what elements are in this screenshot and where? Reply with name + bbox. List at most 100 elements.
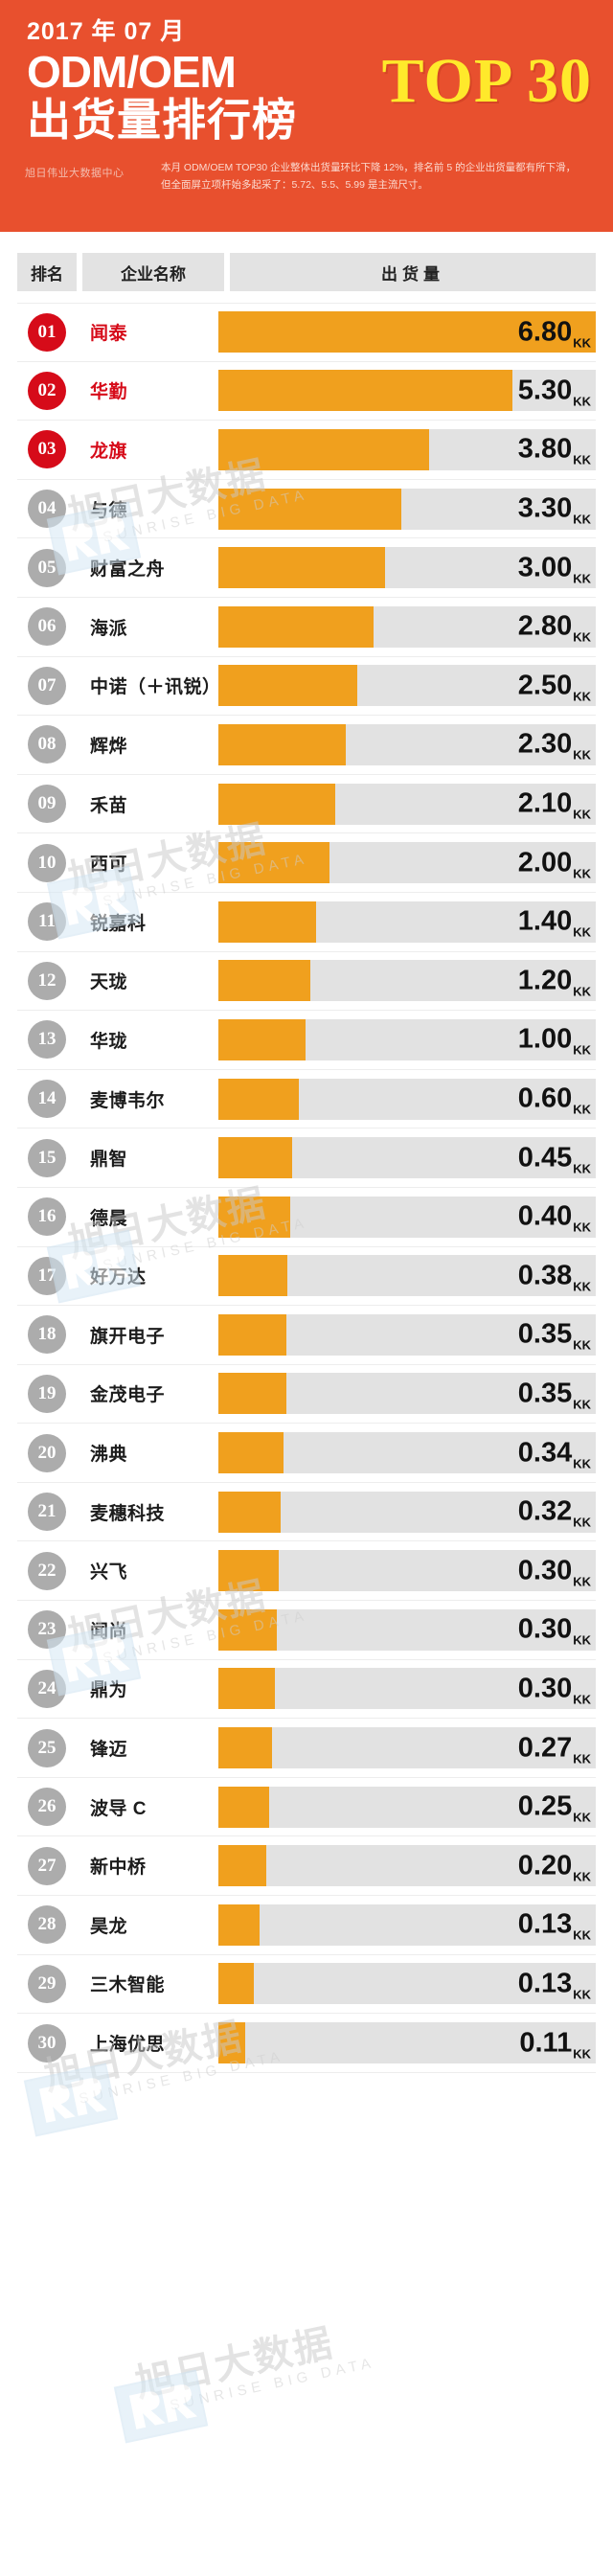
rank-cell: 02 — [17, 371, 77, 410]
volume-value: 3.00KK — [518, 554, 591, 585]
volume-bar-fill — [218, 1373, 286, 1415]
volume-number: 0.34 — [517, 1437, 573, 1469]
column-header-company: 企业名称 — [82, 253, 224, 291]
report-date: 2017 年 07 月 — [27, 18, 186, 45]
rank-badge: 05 — [28, 548, 66, 587]
top30-badge: TOP 30 — [381, 46, 592, 116]
rank-badge: 15 — [28, 1138, 66, 1177]
volume-bar-fill — [218, 665, 357, 707]
volume-bar-track: 0.30KK — [218, 1550, 596, 1592]
company-name-cell: 锐嘉科 — [90, 913, 147, 934]
volume-number: 0.11 — [519, 2027, 573, 2059]
company-name-cell: 麦穗科技 — [90, 1503, 166, 1524]
rank-cell: 05 — [17, 548, 77, 587]
volume-bar-track: 0.30KK — [218, 1608, 596, 1651]
volume-value: 0.30KK — [518, 1675, 591, 1706]
rank-badge: 12 — [28, 961, 66, 1000]
rank-cell: 16 — [17, 1197, 77, 1237]
volume-bar-track: 3.80KK — [218, 428, 596, 470]
watermark-cn: 旭日大数据 — [131, 2321, 338, 2405]
volume-unit: KK — [573, 1102, 591, 1117]
rank-badge: 29 — [28, 1964, 66, 2003]
watermark-en: SUNRISE BIG DATA — [168, 2354, 377, 2414]
volume-unit: KK — [573, 807, 591, 822]
volume-bar-fill — [218, 1904, 261, 1946]
company-name-cell: 锋迈 — [90, 1740, 128, 1761]
volume-unit: KK — [573, 512, 591, 527]
company-name-cell: 财富之舟 — [90, 559, 166, 581]
rank-badge: 13 — [28, 1020, 66, 1060]
rank-badge: 17 — [28, 1256, 66, 1295]
volume-unit: KK — [573, 1337, 591, 1353]
volume-number: 1.40 — [517, 905, 573, 937]
rank-badge: 28 — [28, 1905, 66, 1945]
volume-value: 0.20KK — [518, 1852, 591, 1883]
volume-unit: KK — [573, 1987, 591, 2002]
company-name-cell: 华珑 — [90, 1031, 128, 1052]
rank-cell: 28 — [17, 1905, 77, 1945]
header-note-line1: 本月 ODM/OEM TOP30 企业整体出货量环比下降 12%，排名前 5 的… — [161, 162, 577, 173]
rank-badge: 07 — [28, 666, 66, 705]
table-row: 10 西可 2.00KK — [17, 833, 596, 893]
header-note-line2: 但全面屏立项杆始多起采了：5.72、5.5、5.99 是主流尺寸。 — [161, 179, 428, 192]
rank-cell: 29 — [17, 1964, 77, 2003]
volume-bar-fill — [218, 605, 375, 648]
volume-number: 2.00 — [517, 847, 573, 878]
volume-unit: KK — [573, 452, 591, 467]
volume-unit: KK — [573, 1220, 591, 1235]
volume-number: 0.38 — [517, 1260, 573, 1291]
company-name-cell: 闻尚 — [90, 1621, 128, 1642]
volume-value: 0.40KK — [518, 1202, 591, 1234]
volume-bar-track: 3.00KK — [218, 547, 596, 589]
header-title-block: 2017 年 07 月 ODM/OEM 出货量排行榜 — [27, 17, 314, 145]
report-title-line2: 出货量排行榜 — [27, 94, 297, 145]
volume-unit: KK — [573, 866, 591, 881]
volume-value: 0.30KK — [517, 1555, 591, 1588]
volume-bar-fill — [218, 1018, 306, 1060]
rank-badge: 09 — [28, 785, 66, 824]
table-row: 26 波导 C 0.25KK — [17, 1778, 596, 1837]
volume-bar-fill — [218, 1491, 281, 1533]
volume-unit: KK — [573, 2046, 591, 2062]
volume-bar-track: 0.30KK — [218, 1668, 596, 1710]
rank-cell: 09 — [17, 785, 77, 824]
volume-value: 5.30KK — [518, 376, 591, 408]
rank-badge: 18 — [28, 1315, 66, 1355]
company-name-cell: 旗开电子 — [90, 1326, 166, 1347]
volume-value: 0.13KK — [518, 1910, 591, 1942]
volume-number: 3.30 — [517, 492, 573, 524]
volume-bar-fill — [218, 1196, 290, 1238]
company-name-cell: 中诺（＋讯锐） — [90, 677, 221, 698]
rank-cell: 24 — [17, 1669, 77, 1708]
volume-number: 0.45 — [517, 1142, 573, 1174]
table-row: 14 麦博韦尔 0.60KK — [17, 1070, 596, 1129]
volume-unit: KK — [573, 1161, 591, 1176]
rank-cell: 06 — [17, 607, 77, 647]
rank-badge: 08 — [28, 725, 66, 764]
table-row: 18 旗开电子 0.35KK — [17, 1306, 596, 1365]
company-name-cell: 沸典 — [90, 1445, 128, 1466]
volume-bar-fill — [218, 311, 596, 353]
table-row: 08 辉烨 2.30KK — [17, 716, 596, 775]
table-row: 16 德晨 0.40KK — [17, 1188, 596, 1247]
volume-unit: KK — [573, 335, 591, 351]
volume-bar-fill — [218, 960, 311, 1002]
rank-badge: 22 — [28, 1551, 66, 1590]
volume-bar-track: 0.13KK — [218, 1963, 596, 2005]
volume-value: 2.30KK — [518, 730, 591, 762]
rank-cell: 23 — [17, 1610, 77, 1650]
volume-bar-fill — [218, 1432, 284, 1474]
rank-cell: 22 — [17, 1551, 77, 1590]
volume-bar-track: 0.35KK — [218, 1313, 596, 1356]
rank-badge: 10 — [28, 843, 66, 882]
volume-value: 1.40KK — [517, 905, 591, 939]
volume-bar-track: 0.45KK — [218, 1137, 596, 1179]
rank-cell: 01 — [17, 312, 77, 352]
volume-number: 2.50 — [517, 670, 573, 701]
volume-number: 0.30 — [517, 1555, 573, 1586]
volume-number: 2.80 — [517, 610, 573, 642]
volume-unit: KK — [573, 1810, 591, 1825]
rank-cell: 14 — [17, 1080, 77, 1119]
volume-unit: KK — [573, 924, 591, 940]
header-summary-note: 本月 ODM/OEM TOP30 企业整体出货量环比下降 12%，排名前 5 的… — [161, 159, 594, 194]
